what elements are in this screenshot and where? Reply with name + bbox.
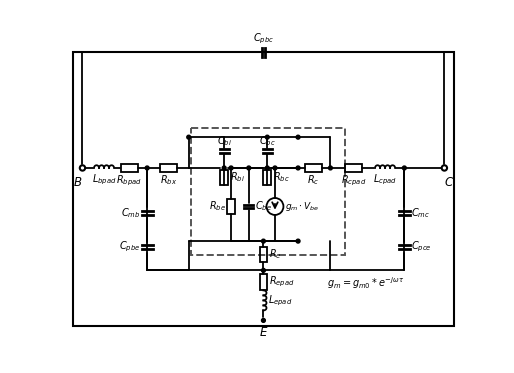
Circle shape xyxy=(296,135,300,139)
Circle shape xyxy=(145,166,149,170)
Bar xyxy=(260,274,267,289)
Circle shape xyxy=(187,135,191,139)
Text: $C_{mb}$: $C_{mb}$ xyxy=(121,206,140,220)
Text: $R_{cpad}$: $R_{cpad}$ xyxy=(341,173,366,188)
Text: $L_{epad}$: $L_{epad}$ xyxy=(268,293,292,308)
Text: $C_{pce}$: $C_{pce}$ xyxy=(411,240,432,254)
Circle shape xyxy=(262,269,265,272)
Bar xyxy=(221,169,228,185)
Bar xyxy=(121,164,138,172)
Bar xyxy=(160,164,177,172)
Text: $C_{pbe}$: $C_{pbe}$ xyxy=(119,240,140,254)
Circle shape xyxy=(80,165,85,171)
Circle shape xyxy=(296,166,300,170)
Text: $C_{pbc}$: $C_{pbc}$ xyxy=(253,32,274,46)
Circle shape xyxy=(296,239,300,243)
Circle shape xyxy=(229,166,233,170)
Text: $E$: $E$ xyxy=(259,326,268,339)
Text: $R_{c}$: $R_{c}$ xyxy=(307,173,320,187)
Text: $R_{bi}$: $R_{bi}$ xyxy=(230,170,245,184)
Circle shape xyxy=(262,319,265,322)
Circle shape xyxy=(265,166,269,170)
Text: $L_{cpad}$: $L_{cpad}$ xyxy=(373,172,397,186)
Text: $C_{bc}$: $C_{bc}$ xyxy=(259,134,276,148)
Bar xyxy=(191,128,345,255)
Text: $C_{bi}$: $C_{bi}$ xyxy=(217,134,232,148)
Text: $C_{be}$: $C_{be}$ xyxy=(255,200,272,213)
Text: $R_{epad}$: $R_{epad}$ xyxy=(269,275,295,289)
Text: $R_{bc}$: $R_{bc}$ xyxy=(272,170,289,184)
Circle shape xyxy=(402,166,406,170)
Bar xyxy=(263,169,271,185)
Text: $R_{bpad}$: $R_{bpad}$ xyxy=(117,173,142,188)
Text: $C$: $C$ xyxy=(444,176,454,189)
Text: $B$: $B$ xyxy=(73,176,83,189)
Circle shape xyxy=(247,166,251,170)
Text: $g_m=g_{m0}*e^{-j\omega\tau}$: $g_m=g_{m0}*e^{-j\omega\tau}$ xyxy=(327,276,405,291)
Circle shape xyxy=(442,165,447,171)
Circle shape xyxy=(328,166,333,170)
Bar xyxy=(345,164,362,172)
Circle shape xyxy=(265,135,269,139)
Circle shape xyxy=(262,239,265,243)
Circle shape xyxy=(273,166,277,170)
Circle shape xyxy=(222,166,226,170)
Bar xyxy=(260,247,267,262)
Bar xyxy=(227,199,235,214)
Text: $R_{be}$: $R_{be}$ xyxy=(209,200,226,213)
Text: $g_{m}\cdot V_{be}$: $g_{m}\cdot V_{be}$ xyxy=(285,200,319,213)
Text: $R_{e}$: $R_{e}$ xyxy=(269,247,282,261)
Text: $R_{bx}$: $R_{bx}$ xyxy=(160,173,177,187)
Text: $C_{mc}$: $C_{mc}$ xyxy=(411,206,430,220)
Bar xyxy=(305,164,322,172)
Text: $L_{bpad}$: $L_{bpad}$ xyxy=(91,172,116,186)
